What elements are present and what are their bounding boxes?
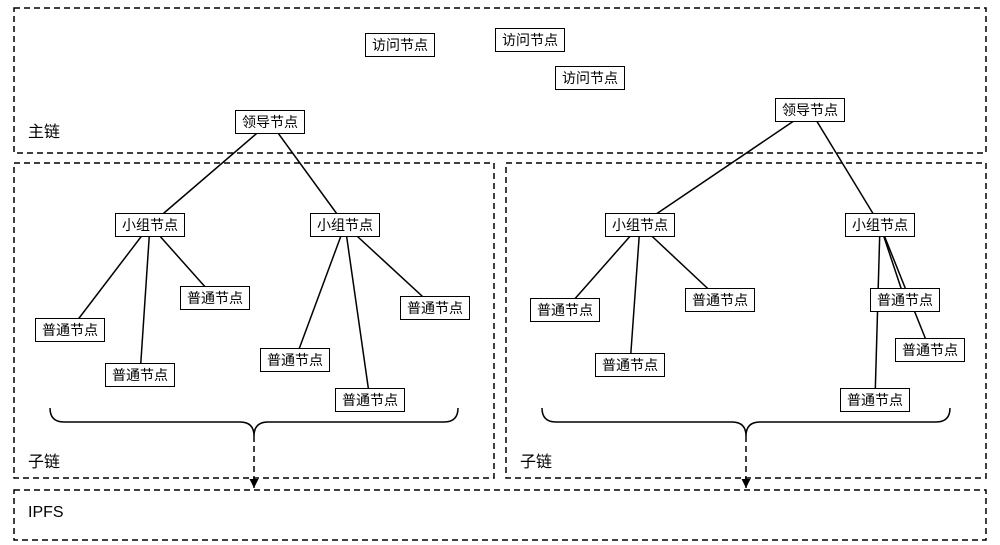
edge [810,110,880,225]
node-normal-1b1: 普通节点 [260,348,330,372]
node-normal-1b2: 普通节点 [335,388,405,412]
edge [295,225,345,360]
ipfs-box [14,490,986,540]
node-group-2b: 小组节点 [845,213,915,237]
node-group-1b: 小组节点 [310,213,380,237]
svg-layer [0,0,1000,545]
edge [345,225,370,400]
node-normal-2b2: 普通节点 [840,388,910,412]
node-normal-2a3: 普通节点 [685,288,755,312]
node-group-2a: 小组节点 [605,213,675,237]
node-normal-2a2: 普通节点 [595,353,665,377]
node-group-1a: 小组节点 [115,213,185,237]
brace [50,408,458,436]
zone-label: IPFS [28,504,64,522]
edge [640,110,810,225]
edge [150,122,270,225]
edge [875,225,880,400]
node-access-1: 访问节点 [365,33,435,57]
zone-label: 子链 [28,448,60,472]
node-leader-1: 领导节点 [235,110,305,134]
node-leader-2: 领导节点 [775,98,845,122]
zone-label: 子链 [520,448,552,472]
node-normal-2b1: 普通节点 [870,288,940,312]
node-normal-1a3: 普通节点 [180,286,250,310]
node-normal-2a1: 普通节点 [530,298,600,322]
node-access-2: 访问节点 [495,28,565,52]
node-normal-1b3: 普通节点 [400,296,470,320]
edge [630,225,640,365]
zone-label: 主链 [28,118,60,142]
node-normal-2b3: 普通节点 [895,338,965,362]
edge [140,225,150,375]
node-normal-1a2: 普通节点 [105,363,175,387]
edge [70,225,150,330]
brace [542,408,950,436]
node-access-3: 访问节点 [555,66,625,90]
node-normal-1a1: 普通节点 [35,318,105,342]
diagram-stage: { "colors": { "bg": "#ffffff", "stroke":… [0,0,1000,545]
edge [270,122,345,225]
